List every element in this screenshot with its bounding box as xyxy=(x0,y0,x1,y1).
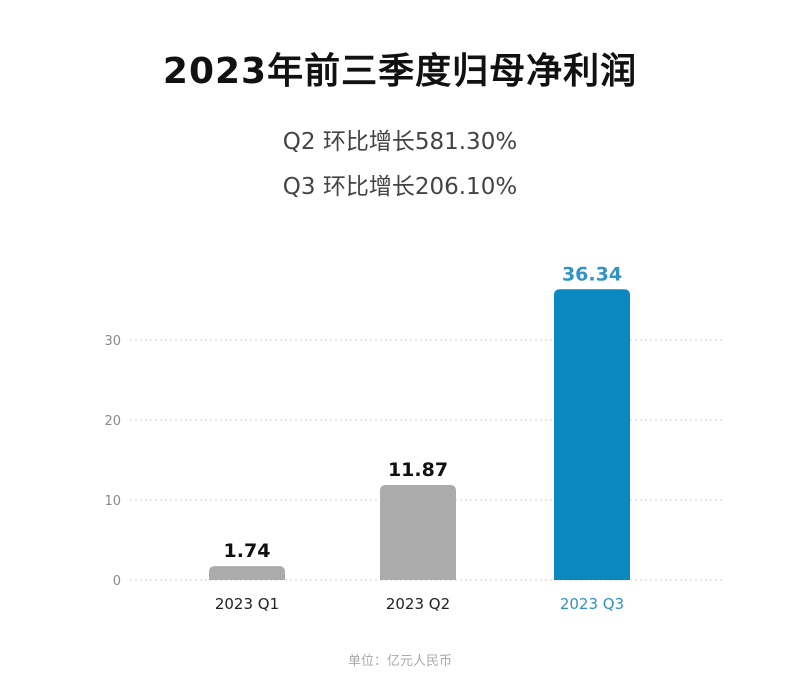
x-category-label-2: 2023 Q2 xyxy=(386,595,450,613)
bar-value-label-2: 11.87 xyxy=(388,459,448,481)
y-tick-label-20: 20 xyxy=(104,414,121,429)
x-category-label-1: 2023 Q1 xyxy=(215,595,279,613)
bar-2 xyxy=(380,485,456,580)
chart-title: 2023年前三季度归母净利润 xyxy=(162,51,638,92)
bar-value-label-1: 1.74 xyxy=(224,540,271,562)
bar-value-label-3: 36.34 xyxy=(562,263,622,285)
y-tick-label-10: 10 xyxy=(104,494,121,509)
x-category-label-3: 2023 Q3 xyxy=(560,595,624,613)
y-tick-label-30: 30 xyxy=(104,334,121,349)
subtitle-q2-growth: Q2 环比增长581.30% xyxy=(282,129,518,155)
unit-note: 单位：亿元人民币 xyxy=(347,654,452,669)
bar-1 xyxy=(209,566,285,580)
subtitle-q3-growth: Q3 环比增长206.10% xyxy=(282,174,518,200)
bar-3 xyxy=(554,289,630,580)
y-tick-label-0: 0 xyxy=(113,574,121,589)
